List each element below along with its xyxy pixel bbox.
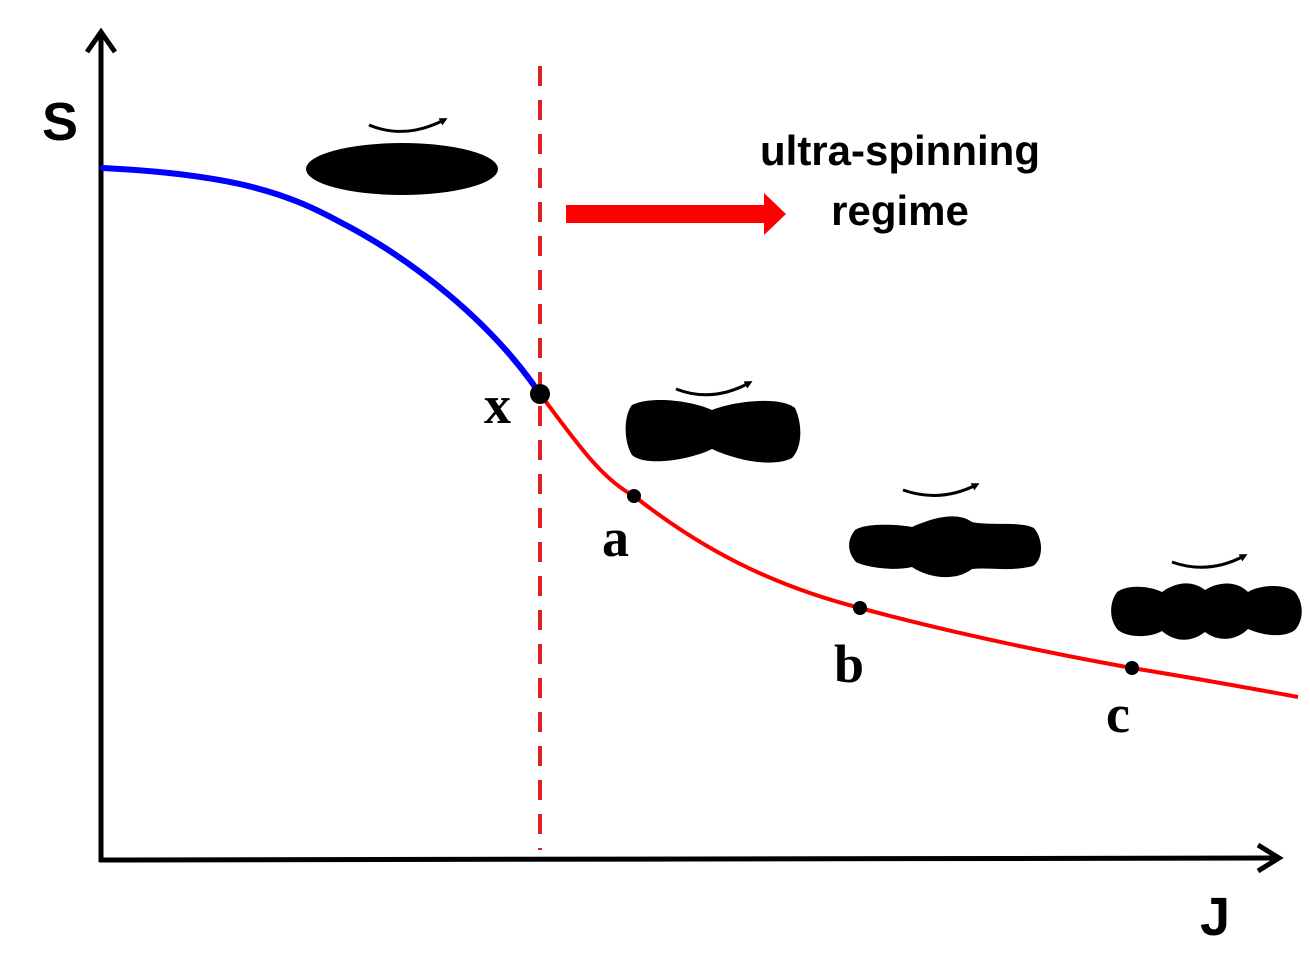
point-b-label: b xyxy=(834,634,864,694)
rotation-arrow-icon xyxy=(1171,554,1248,569)
x-axis-arrowhead xyxy=(1256,842,1284,874)
point-a-marker xyxy=(627,489,641,503)
x-axis xyxy=(98,855,1279,863)
point-x-marker xyxy=(530,384,550,404)
rotation-arrow-icon xyxy=(902,483,980,497)
black-hole-two-ripples-icon xyxy=(849,516,1042,578)
point-c-label: c xyxy=(1106,684,1130,744)
stable-branch-curve xyxy=(100,165,543,397)
point-x-label: x xyxy=(484,375,511,435)
point-c-marker xyxy=(1125,661,1139,675)
regime-arrow-icon xyxy=(566,193,786,235)
y-axis-label: S xyxy=(42,92,78,152)
black-hole-peanut-icon xyxy=(625,399,801,463)
regime-label-line2: regime xyxy=(831,187,969,234)
rotation-arrow-icon xyxy=(675,381,753,397)
point-a-label: a xyxy=(602,508,629,568)
black-hole-disk-icon xyxy=(306,143,498,195)
axes xyxy=(84,27,1284,874)
point-b-marker xyxy=(853,601,867,615)
black-hole-three-ripples-icon xyxy=(1111,583,1302,640)
rotation-arrow-icon xyxy=(368,118,448,133)
x-axis-label: J xyxy=(1200,887,1230,947)
y-axis-arrowhead xyxy=(84,27,118,54)
regime-label-line1: ultra-spinning xyxy=(760,127,1040,174)
